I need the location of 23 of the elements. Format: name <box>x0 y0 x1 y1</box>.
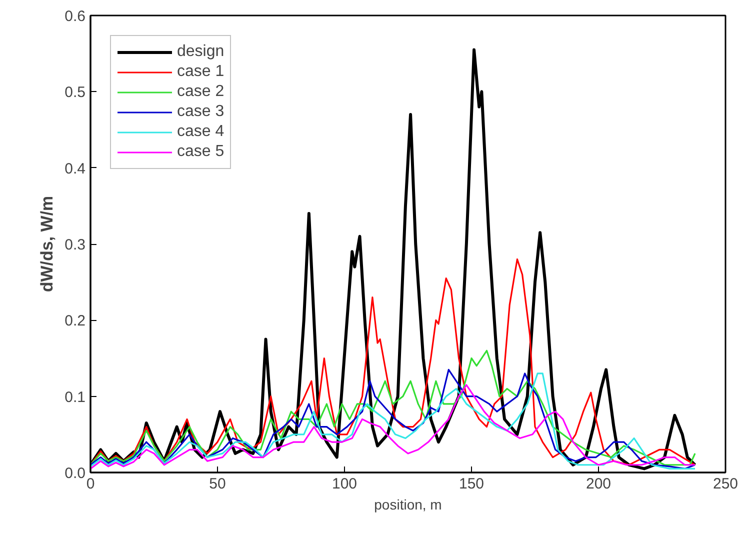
y-tick-label: 0.4 <box>64 160 86 178</box>
x-tick-label: 100 <box>332 476 358 492</box>
y-tick-label: 0.2 <box>64 312 86 330</box>
y-tick-label: 0.5 <box>64 84 86 102</box>
x-tick-label: 50 <box>209 476 226 492</box>
y-tick-label: 0.1 <box>64 388 86 406</box>
line-series <box>90 258 696 466</box>
x-tick-label: 200 <box>586 476 612 492</box>
legend-label: case 4 <box>177 123 224 141</box>
x-tick-label: 0 <box>86 476 95 492</box>
legend-label: case 3 <box>177 103 224 121</box>
x-axis-title: position, m <box>374 496 442 512</box>
legend-label: case 2 <box>177 83 224 101</box>
x-tick-label: 250 <box>712 476 738 492</box>
y-tick-label: 0.6 <box>64 8 86 25</box>
y-tick-label: 0.3 <box>64 236 86 254</box>
x-tick-label: 150 <box>458 476 484 492</box>
y-axis-title: dW/ds, W/m <box>38 196 57 292</box>
legend-label: case 1 <box>177 63 224 81</box>
legend-label: case 5 <box>177 143 224 161</box>
y-tick-label: 0.0 <box>64 465 86 482</box>
line-series <box>90 350 696 466</box>
legend-label: design <box>177 43 224 61</box>
